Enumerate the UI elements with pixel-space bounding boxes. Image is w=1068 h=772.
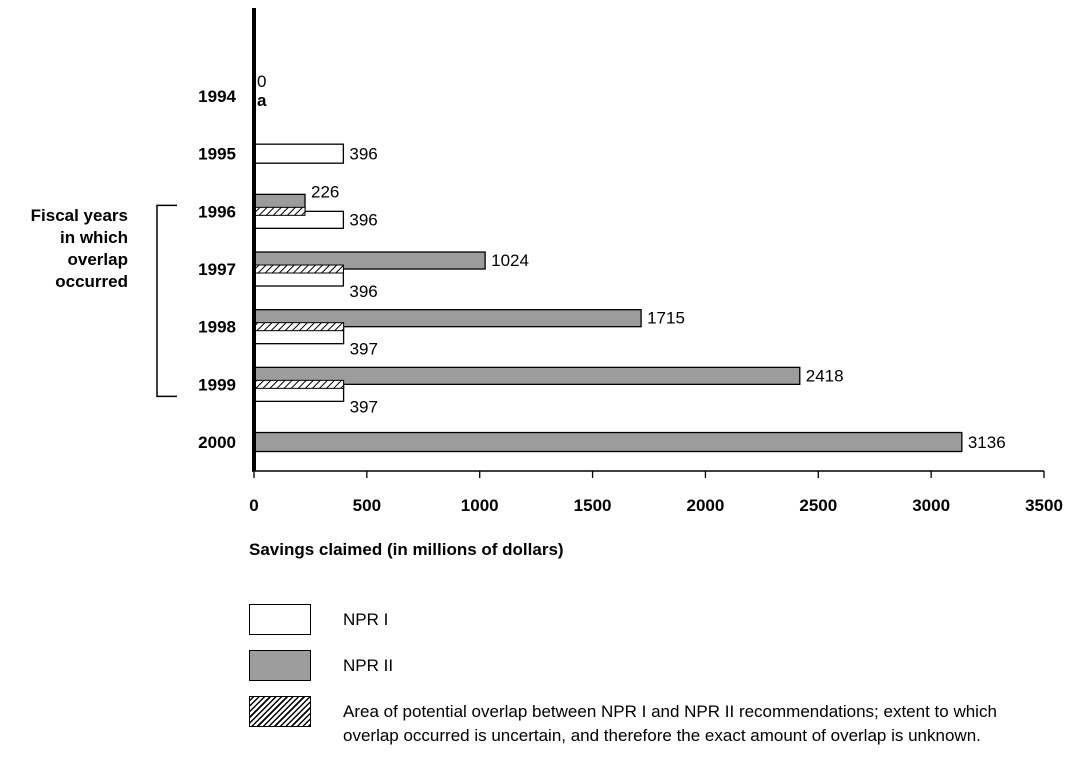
value-label-npr1-1999: 397 (350, 397, 378, 416)
bar-overlap-1999 (253, 379, 345, 389)
bar-npr2-2000 (253, 431, 963, 453)
bar-overlap-1996 (253, 206, 306, 216)
x-tick-label-3500: 3500 (1025, 496, 1063, 515)
bar-overlap-1997 (253, 264, 344, 274)
value-label-npr2-1999: 2418 (806, 366, 844, 385)
legend-swatch-overlap (249, 696, 311, 727)
legend-swatch-npr2 (249, 650, 311, 681)
value-label-npr2-2000: 3136 (968, 433, 1006, 452)
category-label-1994: 1994 (198, 87, 236, 106)
category-label-1998: 1998 (198, 318, 236, 337)
x-axis-title: Savings claimed (in millions of dollars) (249, 540, 564, 559)
legend-label-overlap: Area of potential overlap between NPR I … (343, 702, 997, 745)
value-label-npr2-1998: 1715 (647, 309, 685, 328)
footnote-marker-1994: a (257, 91, 267, 110)
x-tick-label-500: 500 (353, 496, 381, 515)
value-label-npr2-1997: 1024 (491, 251, 529, 270)
x-tick-label-0: 0 (249, 496, 258, 515)
value-label-npr2-1996: 226 (311, 182, 339, 201)
category-label-1997: 1997 (198, 260, 236, 279)
legend-label-npr2: NPR II (343, 656, 394, 675)
legend-label-npr1: NPR I (343, 610, 389, 629)
bar-overlap-1998 (253, 322, 345, 332)
x-tick-label-1000: 1000 (461, 496, 499, 515)
legend-swatch-npr1 (249, 604, 311, 635)
category-label-1999: 1999 (198, 375, 236, 394)
value-label-npr1-1995: 396 (349, 145, 377, 164)
x-tick-label-1500: 1500 (574, 496, 612, 515)
x-tick-label-2500: 2500 (799, 496, 837, 515)
value-label-npr1-1998: 397 (350, 340, 378, 359)
category-label-1995: 1995 (198, 145, 236, 164)
value-label-npr1-1994: 0 (257, 72, 266, 91)
overlap-bracket-label: Fiscal years in which overlap occurred (30, 206, 128, 291)
overlap-bracket (156, 204, 177, 398)
bar-npr1-1995 (253, 143, 345, 164)
x-tick-label-3000: 3000 (912, 496, 950, 515)
value-label-npr1-1997: 396 (349, 282, 377, 301)
category-label-1996: 1996 (198, 202, 236, 221)
category-label-2000: 2000 (198, 433, 236, 452)
x-tick-label-2000: 2000 (687, 496, 725, 515)
value-label-npr1-1996: 396 (349, 210, 377, 229)
